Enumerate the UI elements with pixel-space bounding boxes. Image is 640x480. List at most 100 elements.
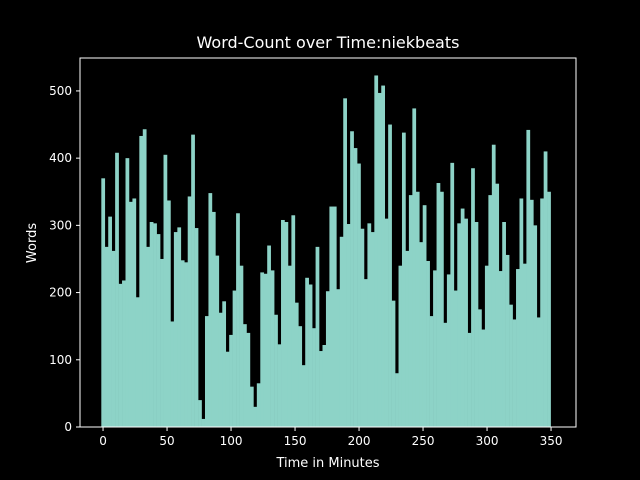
bar [346,224,351,427]
bar [115,152,119,427]
bar [509,304,513,427]
bar [395,373,399,427]
y-tick-label: 400 [49,151,72,165]
bar [536,317,541,427]
bar [357,163,361,427]
bar [184,262,189,427]
bar [218,312,223,427]
bar [142,129,147,427]
bar [408,195,413,427]
bar [135,297,140,427]
chart-title: Word-Count over Time:niekbeats [197,33,460,52]
bar [339,236,344,427]
bar [229,334,233,427]
bar [443,322,448,427]
bar [246,332,251,427]
x-tick-label: 0 [99,434,107,448]
bar [253,406,258,427]
bar [270,270,275,427]
bar [495,183,500,427]
bar [256,383,261,427]
bar [204,316,209,427]
x-tick-label: 350 [540,434,563,448]
bar [201,418,206,427]
bar [457,223,462,427]
bar [336,289,341,427]
bar [287,265,292,427]
bar [367,223,372,427]
bar [481,329,486,427]
bar [277,344,282,427]
bar [343,98,347,427]
bar [450,162,455,427]
bar [467,332,472,427]
bar [319,351,323,427]
bar [415,191,420,427]
y-tick-label: 500 [49,84,72,98]
bar [464,218,468,427]
bar [294,302,299,427]
y-tick-label: 0 [64,420,72,434]
bar [405,250,410,427]
bar [502,222,506,427]
bar [132,198,137,427]
bar [547,191,551,427]
bar [419,242,424,427]
bar [533,225,538,427]
bar [325,291,330,427]
bar [139,135,144,427]
bar [263,273,268,427]
bar [284,222,289,427]
bar [312,328,316,427]
bar [315,246,320,427]
bar [163,154,168,428]
bar [422,205,427,427]
bar [350,131,354,427]
bar [498,271,503,427]
bar [108,216,112,427]
bar [149,222,154,427]
bar [488,195,493,427]
x-tick-label: 300 [476,434,499,448]
bar [429,316,434,427]
bar [426,260,430,427]
bar [484,265,489,427]
bar [101,178,106,427]
bar [180,260,185,427]
bar [308,284,313,427]
bar [166,200,171,427]
bar [516,269,520,427]
x-tick-label: 250 [412,434,435,448]
bar [194,228,199,427]
bar [440,191,444,427]
bar [301,365,306,427]
bar [153,223,157,427]
bar [505,254,510,427]
bar [519,198,524,427]
y-tick-label: 300 [49,218,72,232]
bar [211,211,216,427]
bar [260,272,265,427]
bar [381,85,386,428]
bar [232,290,237,427]
y-tick-label: 100 [49,353,72,367]
bar [173,232,178,427]
bar [363,279,368,427]
bar [236,213,240,427]
bar [453,290,458,427]
bar [291,215,296,427]
bar [222,301,227,427]
bar [446,274,451,427]
bar [267,245,271,427]
bar [460,208,465,427]
x-axis-label: Time in Minutes [275,456,379,471]
bar [198,400,202,427]
x-tick-label: 50 [159,434,174,448]
x-tick-label: 200 [348,434,371,448]
bar [491,144,496,427]
bar [433,270,437,427]
bar [436,183,441,427]
bar [388,124,392,427]
bar [377,92,382,428]
